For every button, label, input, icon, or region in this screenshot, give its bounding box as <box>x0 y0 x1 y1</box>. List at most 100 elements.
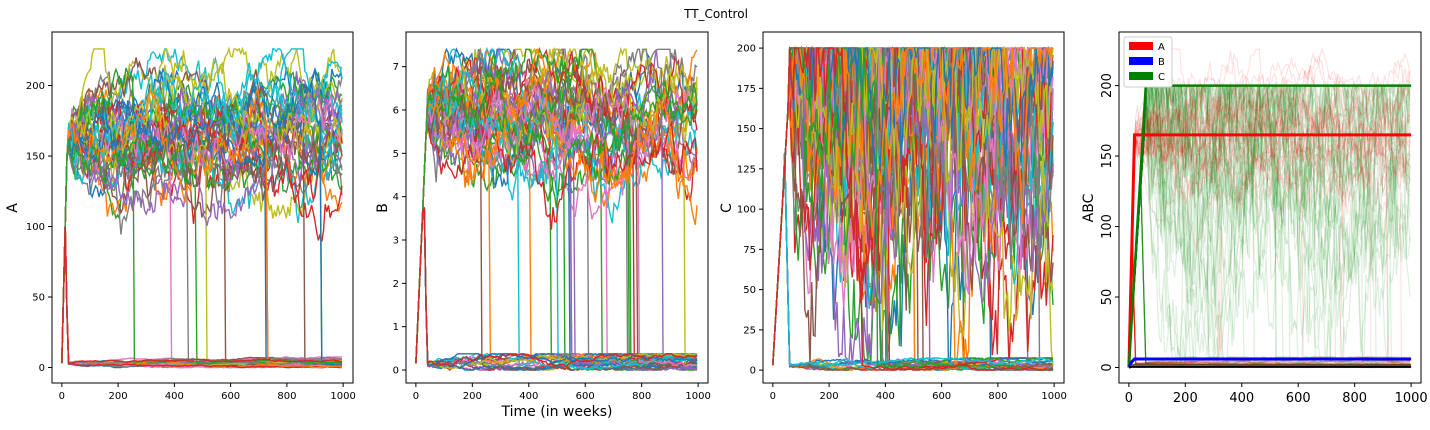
series-line <box>1127 357 1412 369</box>
y-tick-label: 50 <box>1100 289 1115 306</box>
panel-c: 0 200 400 600 800 10000255075100125150175200 … <box>719 31 1067 402</box>
series-line <box>415 207 698 369</box>
x-tick-label: 0 <box>770 391 776 402</box>
legend: A B C <box>1123 36 1173 88</box>
series-line <box>1128 51 1411 364</box>
y-tick-label: 100 <box>26 222 45 233</box>
series-line <box>415 207 698 368</box>
series-line <box>1128 104 1411 364</box>
series-line <box>1127 133 1412 368</box>
series-line <box>1128 85 1411 364</box>
x-tick-label: 200 <box>463 391 482 402</box>
y-tick-label: 1 <box>393 322 399 333</box>
panel-abc: 0 200 400 600 800 1000 0 50 100 150 200 ABC A B C <box>1081 31 1428 406</box>
series-line <box>61 226 343 369</box>
series-line <box>61 88 343 369</box>
series-line <box>772 47 1054 366</box>
y-tick-label: 200 <box>737 44 756 55</box>
y-tick-label: 2 <box>393 279 399 290</box>
series-line <box>61 226 343 366</box>
series-line <box>1128 108 1411 364</box>
series-line <box>415 207 698 371</box>
panel-a-ylabel: A <box>5 203 21 213</box>
legend-swatch-c <box>1129 72 1153 80</box>
series-line <box>1128 226 1411 366</box>
legend-swatch-b <box>1129 57 1153 65</box>
series-line <box>1128 92 1411 365</box>
x-tick-label: 600 <box>576 391 595 402</box>
panel-c-ylabel: C <box>719 203 735 213</box>
series-line <box>415 118 698 364</box>
series-line <box>415 207 698 371</box>
series-line <box>1128 105 1411 364</box>
panel-abc-ticks: 0 200 400 600 800 1000 0 50 100 150 200 <box>1100 73 1428 406</box>
x-tick-label: 800 <box>988 391 1007 402</box>
series-line <box>1128 66 1411 364</box>
series-line <box>1128 46 1411 364</box>
series-line <box>1128 226 1411 366</box>
panel-a-axes-frame <box>51 31 354 384</box>
series-line <box>415 207 698 368</box>
series-line <box>415 207 698 371</box>
panel-abc-ylabel: ABC <box>1081 193 1097 222</box>
series-line <box>415 71 698 369</box>
series-line <box>61 135 343 365</box>
series-line <box>61 226 343 367</box>
y-tick-label: 6 <box>393 106 399 117</box>
panel-c-ticks: 0 200 400 600 800 1000 0 25 50 75 100 125 150 175 200 <box>737 44 1067 402</box>
series-line <box>61 226 343 369</box>
y-tick-label: 5 <box>393 149 399 160</box>
series-line <box>1128 53 1411 364</box>
y-tick-label: 200 <box>26 81 45 92</box>
series-line <box>415 207 698 365</box>
series-line <box>1128 89 1411 364</box>
series-line <box>61 226 343 369</box>
series-line <box>415 207 697 370</box>
series-line <box>61 226 343 366</box>
series-line <box>772 152 1054 368</box>
x-tick-label: 200 <box>820 391 839 402</box>
legend-label-a: A <box>1158 42 1165 53</box>
panel-b: 0 200 400 600 800 1000 0 1 2 3 4 5 6 7 B Time (in wee… <box>375 31 711 420</box>
x-tick-label: 1000 <box>1395 391 1428 406</box>
panel-b-ylabel: B <box>375 203 391 213</box>
series-line <box>61 226 343 369</box>
x-tick-label: 1000 <box>685 391 710 402</box>
series-line <box>415 207 698 371</box>
series-line <box>772 47 1054 366</box>
series-line <box>1128 81 1411 364</box>
series-line <box>1128 113 1411 364</box>
x-tick-label: 600 <box>932 391 951 402</box>
series-line <box>61 226 343 369</box>
series-line <box>415 207 698 367</box>
panel-a: 0 200 400 600 800 1000 0 50 100 150 200 A <box>5 31 356 402</box>
x-tick-label: 0 <box>413 391 419 402</box>
series-line <box>1128 84 1411 364</box>
series-line <box>1128 85 1411 365</box>
series-line <box>61 226 343 369</box>
y-tick-label: 7 <box>393 62 399 73</box>
series-line <box>415 207 698 371</box>
y-tick-label: 150 <box>737 124 756 135</box>
x-tick-label: 1000 <box>1041 391 1066 402</box>
x-tick-label: 0 <box>1125 391 1133 406</box>
y-tick-label: 200 <box>1100 73 1115 98</box>
series-line <box>1128 83 1411 364</box>
series-line <box>1128 85 1411 364</box>
panel-abc-series <box>1127 46 1412 369</box>
y-tick-label: 125 <box>737 164 756 175</box>
legend-label-b: B <box>1158 57 1165 68</box>
y-tick-label: 0 <box>39 363 45 374</box>
panel-b-series <box>415 46 698 372</box>
x-tick-label: 800 <box>1342 391 1367 406</box>
series-line <box>415 207 697 365</box>
legend-label-c: C <box>1158 72 1165 83</box>
series-line <box>61 226 343 366</box>
panel-a-series <box>61 46 343 369</box>
y-tick-label: 0 <box>1100 363 1115 371</box>
series-line <box>1128 85 1411 364</box>
series-line <box>1128 53 1411 364</box>
series-line <box>415 207 698 367</box>
x-tick-label: 600 <box>221 391 240 402</box>
series-line <box>1128 61 1411 364</box>
